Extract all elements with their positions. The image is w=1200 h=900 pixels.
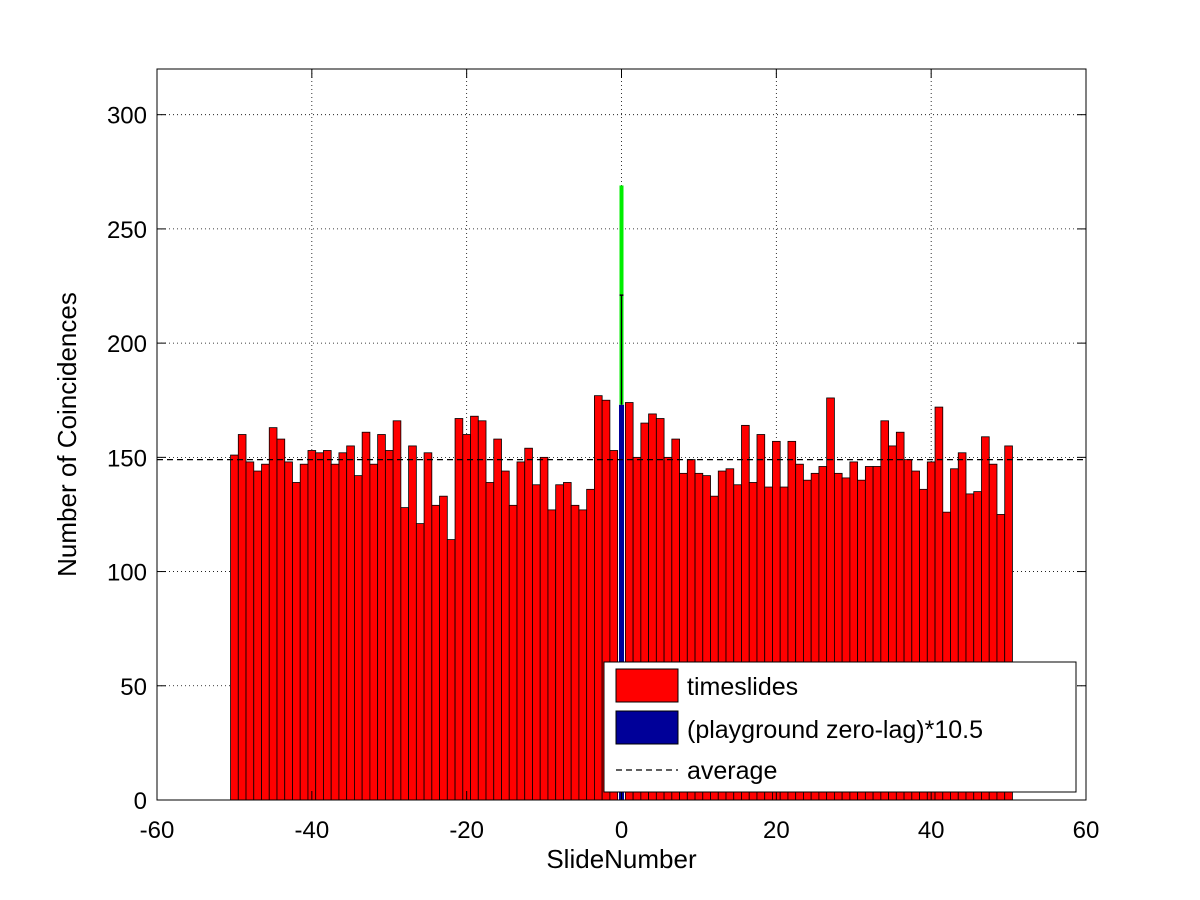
bar-timeslides	[477, 420, 487, 801]
bar-timeslides	[586, 488, 595, 801]
bar-timeslides	[501, 470, 510, 801]
legend-label-timeslides: timeslides	[687, 673, 798, 701]
x-tick-label: -20	[449, 817, 484, 844]
bars	[230, 395, 1013, 801]
bar-timeslides	[415, 523, 425, 801]
bar-timeslides	[570, 504, 580, 801]
ticks	[156, 69, 1087, 801]
legend-label-zero-lag: (playground zero-lag)*10.5	[687, 716, 983, 744]
x-tick-label: -40	[294, 817, 329, 844]
bar-timeslides	[245, 461, 255, 801]
bar-timeslides	[485, 482, 495, 801]
y-tick-label: 150	[107, 445, 147, 472]
bar-timeslides	[284, 461, 293, 801]
bar-timeslides	[354, 475, 363, 801]
bar-timeslides	[384, 450, 394, 801]
bar-timeslides	[377, 434, 386, 801]
x-tick-label: 0	[615, 817, 628, 844]
bar-timeslides	[516, 461, 526, 801]
bar-timeslides	[547, 509, 557, 801]
bar-timeslides	[408, 445, 417, 801]
bar-timeslides	[578, 509, 588, 801]
bar-timeslides	[493, 438, 502, 801]
y-tick-label: 100	[107, 560, 147, 587]
y-axis-title: Number of Coincidences	[52, 292, 82, 577]
bar-timeslides	[539, 456, 549, 801]
bar-timeslides	[508, 504, 518, 801]
bar-timeslides	[292, 482, 301, 801]
marks	[157, 185, 1086, 800]
bar-timeslides	[330, 463, 340, 801]
x-tick-label: 40	[918, 817, 945, 844]
legend: timeslides (playground zero-lag)*10.5 av…	[603, 661, 1077, 793]
bar-timeslides	[307, 450, 317, 801]
bar-timeslides	[462, 434, 471, 801]
bar-timeslides	[253, 470, 262, 801]
bar-timeslides	[261, 463, 270, 801]
bar-timeslides	[338, 452, 348, 801]
y-tick-label: 0	[134, 788, 147, 815]
bar-timeslides	[268, 427, 278, 801]
bar-timeslides	[315, 452, 324, 801]
bar-timeslides	[431, 504, 440, 801]
bar-timeslides	[446, 539, 456, 801]
bar-timeslides	[555, 484, 564, 801]
legend-swatch-timeslides	[615, 668, 679, 703]
bar-timeslides	[524, 447, 533, 801]
bar-timeslides	[361, 431, 371, 801]
x-tick-label: 60	[1073, 817, 1100, 844]
bar-zero-lag	[619, 404, 624, 800]
legend-swatch-zero-lag	[615, 710, 679, 745]
legend-box	[603, 661, 1077, 793]
bar-timeslides	[470, 415, 479, 801]
bar-timeslides	[563, 482, 572, 801]
y-tick-label: 50	[120, 674, 147, 701]
x-tick-label: -60	[140, 817, 175, 844]
bar-timeslides	[392, 420, 402, 801]
bar-timeslides	[454, 418, 464, 801]
y-tick-label: 250	[107, 217, 147, 244]
bar-timeslides	[400, 507, 410, 801]
bar-timeslides	[346, 445, 355, 801]
bar-timeslides	[299, 463, 309, 801]
bar-timeslides	[323, 450, 332, 801]
bar-timeslides	[237, 434, 247, 801]
tick-labels: -60 -40 -20 0 20 40 60 0 50 100 150 200 250 300	[107, 103, 1099, 844]
bar-timeslides	[230, 454, 239, 801]
y-tick-label: 200	[107, 331, 147, 358]
legend-label-average: average	[687, 757, 777, 785]
bar-timeslides	[423, 452, 433, 801]
x-axis-title: SlideNumber	[546, 844, 697, 874]
bar-timeslides	[276, 438, 286, 801]
y-tick-label: 300	[107, 103, 147, 130]
bar-timeslides	[532, 484, 541, 801]
bar-timeslides	[594, 395, 603, 801]
bar-timeslides	[439, 495, 448, 801]
bar-timeslides	[369, 463, 379, 801]
x-tick-label: 20	[763, 817, 790, 844]
